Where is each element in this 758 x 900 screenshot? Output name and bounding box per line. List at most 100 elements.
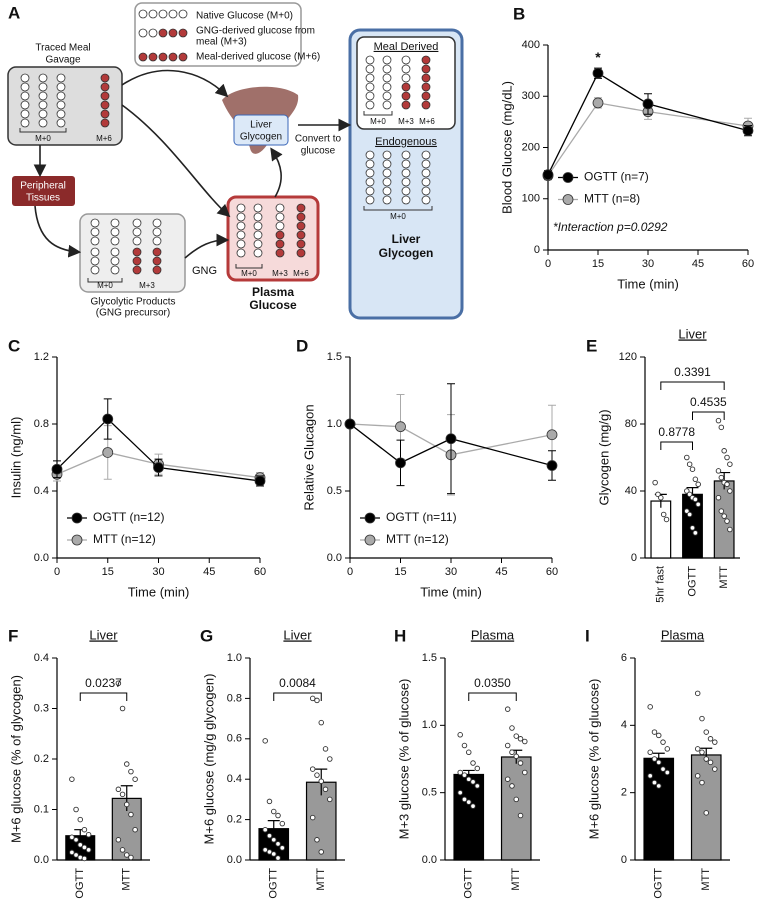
data-point (718, 508, 725, 514)
y-tick-label: 0.0 (422, 854, 437, 866)
data-point (694, 690, 701, 697)
y-tick-label: 2 (621, 787, 627, 799)
data-point (128, 854, 134, 861)
molecule (152, 218, 162, 228)
iso-label: M+3 (398, 117, 414, 126)
convert-label: Convert to (295, 134, 342, 145)
data-point (703, 810, 710, 816)
y-tick-label: 6 (621, 652, 627, 664)
molecule (421, 177, 431, 187)
molecule (296, 239, 306, 249)
x-tick-label: 30 (445, 566, 457, 578)
x-tick-label: 15 (592, 258, 604, 270)
data-point (655, 491, 661, 498)
y-tick-label: 0 (621, 854, 627, 866)
series-line (349, 423, 553, 456)
chart-title: Plasma (661, 627, 705, 642)
molecule (421, 55, 431, 65)
y-tick-label: 1.2 (34, 351, 49, 363)
data-point (694, 746, 701, 752)
molecule (296, 221, 306, 231)
data-point (132, 826, 138, 833)
data-point (707, 759, 714, 766)
liver-label: Liver (250, 120, 272, 131)
data-point (81, 844, 88, 851)
comparison-bracket (273, 692, 322, 701)
data-point (115, 786, 122, 793)
x-tick-label: 30 (642, 258, 654, 270)
marker (395, 457, 406, 469)
data-point (327, 796, 333, 803)
y-tick-label: 0.5 (327, 485, 342, 497)
data-point (712, 739, 718, 745)
marker (592, 67, 604, 79)
data-point (656, 732, 662, 739)
molecule (110, 247, 120, 257)
data-point (664, 769, 671, 776)
data-point (318, 778, 325, 784)
marker (445, 433, 457, 445)
legend-label: OGTT (n=7) (584, 170, 649, 184)
molecule (168, 28, 178, 38)
data-point (692, 530, 699, 536)
data-point (686, 511, 693, 518)
molecule (275, 248, 285, 258)
series-line (547, 102, 749, 177)
store-label: Liver (392, 232, 421, 246)
panel-letter: H (394, 626, 406, 645)
bar (453, 773, 485, 861)
molecule (56, 82, 66, 92)
store-heading: Meal Derived (374, 41, 439, 53)
data-point (77, 816, 83, 823)
series-line (349, 423, 553, 467)
y-tick-label: 0 (631, 552, 637, 564)
data-point (81, 826, 88, 833)
x-tick-label: 30 (152, 566, 164, 578)
data-point (275, 812, 281, 819)
data-point (656, 759, 662, 766)
data-point (266, 798, 273, 805)
molecule (90, 236, 100, 246)
molecule (20, 118, 30, 128)
data-point (470, 803, 476, 809)
molecule (365, 186, 375, 196)
plasma-label: Glucose (249, 298, 297, 312)
data-point (123, 761, 130, 767)
data-point (271, 808, 277, 815)
molecule (421, 150, 431, 160)
x-tick-label: OGTT (74, 868, 86, 899)
data-point (279, 820, 286, 827)
legend-label: OGTT (n=12) (93, 510, 164, 524)
panel-letter: D (296, 336, 308, 355)
x-tick-label: OGTT (653, 868, 665, 899)
x-tick-label: 0 (347, 566, 353, 578)
molecule (236, 203, 246, 213)
molecule (152, 265, 162, 275)
molecule (401, 177, 411, 187)
x-tick-label: MTT (121, 868, 133, 891)
comparison-bracket (468, 692, 517, 701)
y-tick-label: 1.0 (422, 719, 437, 731)
panel-letter: C (8, 336, 20, 355)
p-value: 0.8778 (658, 425, 695, 439)
p-value: 0.0084 (279, 676, 316, 690)
iso-label: M+6 (96, 134, 112, 143)
marker (395, 421, 406, 433)
data-point (509, 783, 515, 789)
tissue-label: Peripheral (20, 181, 66, 192)
meal-label: Traced Meal (35, 43, 90, 54)
store-heading: Endogenous (375, 136, 437, 148)
data-point (517, 760, 524, 766)
molecule (275, 230, 285, 240)
data-point (271, 837, 277, 843)
data-point (513, 796, 520, 803)
series-line (56, 418, 261, 482)
legend-label: MTT (n=12) (93, 532, 156, 546)
y-tick-label: 0.8 (227, 692, 242, 704)
molecule (110, 265, 120, 275)
molecule (365, 73, 375, 83)
data-point (712, 766, 718, 772)
data-point (457, 789, 463, 796)
x-tick-label: 45 (203, 566, 215, 578)
